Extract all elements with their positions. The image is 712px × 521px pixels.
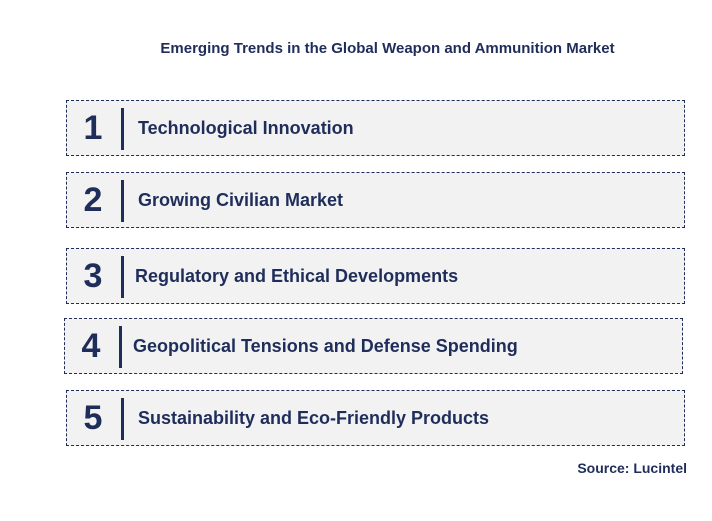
divider-bar <box>121 108 124 150</box>
trend-label: Growing Civilian Market <box>138 189 344 210</box>
trend-label: Sustainability and Eco-Friendly Products <box>138 407 490 428</box>
divider-bar <box>119 326 122 368</box>
trend-number: 1 <box>83 108 103 147</box>
trend-item-1: 1 Technological Innovation <box>66 100 685 156</box>
trend-label: Technological Innovation <box>138 117 354 138</box>
trend-item-2: 2 Growing Civilian Market <box>66 172 685 228</box>
trend-number: 3 <box>83 256 103 295</box>
divider-bar <box>121 256 124 298</box>
trend-item-4: 4 Geopolitical Tensions and Defense Spen… <box>64 318 683 374</box>
diagram-title: Emerging Trends in the Global Weapon and… <box>160 40 615 57</box>
divider-bar <box>121 180 124 222</box>
source-credit: Source: Lucintel <box>577 460 687 476</box>
trend-number: 5 <box>83 398 103 437</box>
trend-item-5: 5 Sustainability and Eco-Friendly Produc… <box>66 390 685 446</box>
trend-label: Regulatory and Ethical Developments <box>135 265 459 286</box>
trend-label: Geopolitical Tensions and Defense Spendi… <box>133 335 518 356</box>
trend-item-3: 3 Regulatory and Ethical Developments <box>66 248 685 304</box>
trend-number: 4 <box>81 326 101 365</box>
trend-number: 2 <box>83 180 103 219</box>
divider-bar <box>121 398 124 440</box>
